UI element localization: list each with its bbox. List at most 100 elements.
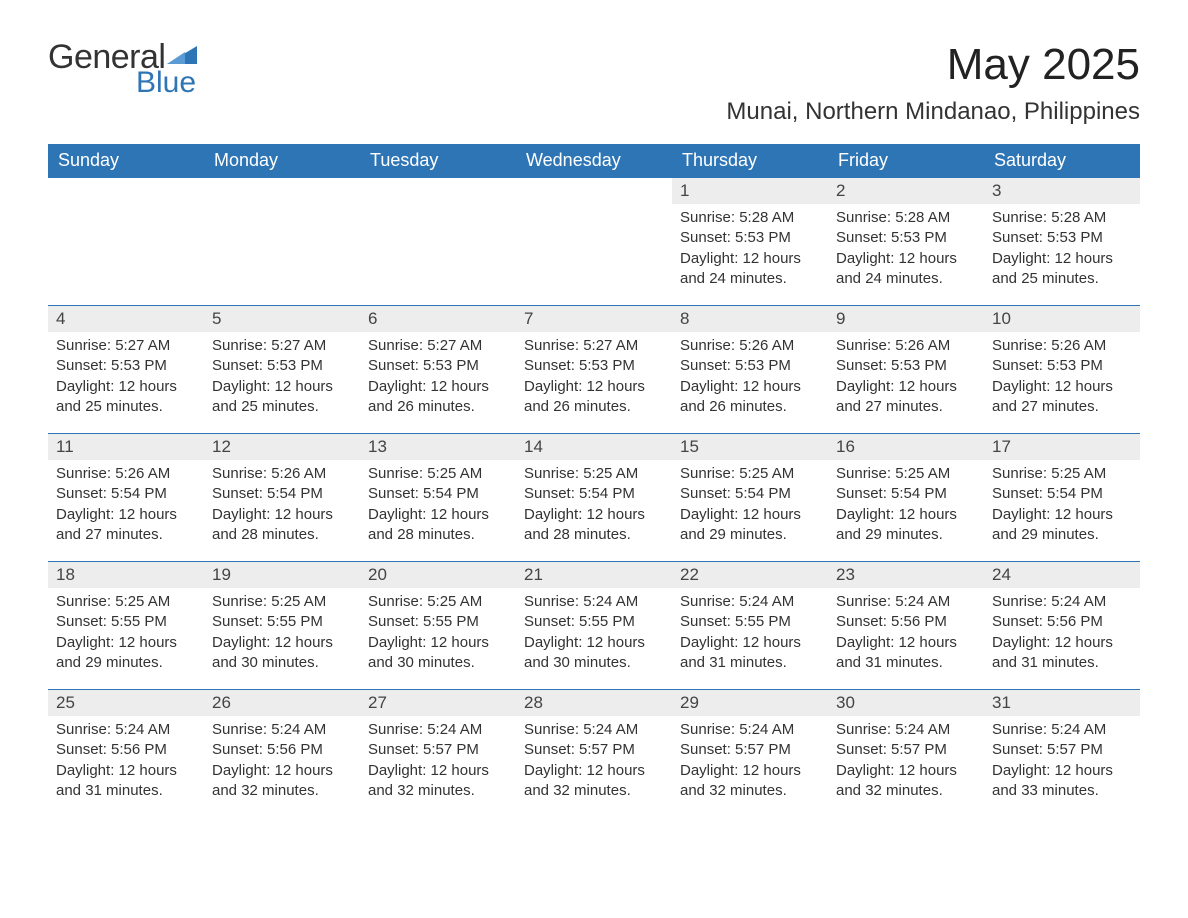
page-header: General Blue May 2025 Munai, Northern Mi… [48,40,1140,126]
daylight-line: Daylight: 12 hours and 26 minutes. [368,377,508,418]
sunset-line: Sunset: 5:53 PM [680,228,820,248]
calendar-cell: 30Sunrise: 5:24 AMSunset: 5:57 PMDayligh… [828,690,984,818]
daylight-line: Daylight: 12 hours and 30 minutes. [368,633,508,674]
sunrise-line: Sunrise: 5:28 AM [836,208,976,228]
day-number: 7 [516,306,672,332]
week-row: 18Sunrise: 5:25 AMSunset: 5:55 PMDayligh… [48,562,1140,690]
calendar-cell: 20Sunrise: 5:25 AMSunset: 5:55 PMDayligh… [360,562,516,690]
week-row: 11Sunrise: 5:26 AMSunset: 5:54 PMDayligh… [48,434,1140,562]
daylight-line: Daylight: 12 hours and 32 minutes. [836,761,976,802]
sunset-line: Sunset: 5:56 PM [992,612,1132,632]
sunset-line: Sunset: 5:55 PM [368,612,508,632]
daylight-line: Daylight: 12 hours and 29 minutes. [56,633,196,674]
day-body: Sunrise: 5:27 AMSunset: 5:53 PMDaylight:… [48,332,204,427]
month-title: May 2025 [726,40,1140,90]
day-body: Sunrise: 5:24 AMSunset: 5:55 PMDaylight:… [516,588,672,683]
sunrise-line: Sunrise: 5:27 AM [212,336,352,356]
day-header-thursday: Thursday [672,144,828,178]
sunrise-line: Sunrise: 5:28 AM [680,208,820,228]
day-body: Sunrise: 5:28 AMSunset: 5:53 PMDaylight:… [672,204,828,299]
calendar-cell: 12Sunrise: 5:26 AMSunset: 5:54 PMDayligh… [204,434,360,562]
daylight-line: Daylight: 12 hours and 28 minutes. [212,505,352,546]
day-header-row: SundayMondayTuesdayWednesdayThursdayFrid… [48,144,1140,178]
sunset-line: Sunset: 5:54 PM [56,484,196,504]
calendar-cell: 22Sunrise: 5:24 AMSunset: 5:55 PMDayligh… [672,562,828,690]
sunrise-line: Sunrise: 5:24 AM [524,720,664,740]
logo-word-blue: Blue [136,68,197,98]
daylight-line: Daylight: 12 hours and 29 minutes. [680,505,820,546]
sunrise-line: Sunrise: 5:27 AM [368,336,508,356]
daylight-line: Daylight: 12 hours and 31 minutes. [680,633,820,674]
sunrise-line: Sunrise: 5:25 AM [368,464,508,484]
day-body: Sunrise: 5:24 AMSunset: 5:57 PMDaylight:… [672,716,828,811]
sunset-line: Sunset: 5:54 PM [524,484,664,504]
sunrise-line: Sunrise: 5:25 AM [836,464,976,484]
day-header-sunday: Sunday [48,144,204,178]
calendar-cell: 17Sunrise: 5:25 AMSunset: 5:54 PMDayligh… [984,434,1140,562]
day-body: Sunrise: 5:25 AMSunset: 5:54 PMDaylight:… [828,460,984,555]
calendar-cell [516,178,672,306]
day-body: Sunrise: 5:24 AMSunset: 5:56 PMDaylight:… [828,588,984,683]
day-body: Sunrise: 5:28 AMSunset: 5:53 PMDaylight:… [984,204,1140,299]
day-number: 31 [984,690,1140,716]
sunset-line: Sunset: 5:57 PM [680,740,820,760]
sunset-line: Sunset: 5:53 PM [212,356,352,376]
daylight-line: Daylight: 12 hours and 28 minutes. [524,505,664,546]
day-body: Sunrise: 5:27 AMSunset: 5:53 PMDaylight:… [360,332,516,427]
day-number: 2 [828,178,984,204]
daylight-line: Daylight: 12 hours and 31 minutes. [56,761,196,802]
sunset-line: Sunset: 5:53 PM [524,356,664,376]
sunset-line: Sunset: 5:55 PM [56,612,196,632]
day-number: 10 [984,306,1140,332]
sunrise-line: Sunrise: 5:28 AM [992,208,1132,228]
daylight-line: Daylight: 12 hours and 26 minutes. [680,377,820,418]
day-number: 20 [360,562,516,588]
day-body: Sunrise: 5:25 AMSunset: 5:54 PMDaylight:… [984,460,1140,555]
sunrise-line: Sunrise: 5:27 AM [524,336,664,356]
sunrise-line: Sunrise: 5:25 AM [212,592,352,612]
day-number: 21 [516,562,672,588]
day-number: 5 [204,306,360,332]
day-body: Sunrise: 5:24 AMSunset: 5:56 PMDaylight:… [48,716,204,811]
sunset-line: Sunset: 5:55 PM [212,612,352,632]
calendar-cell: 19Sunrise: 5:25 AMSunset: 5:55 PMDayligh… [204,562,360,690]
sunrise-line: Sunrise: 5:26 AM [836,336,976,356]
title-block: May 2025 Munai, Northern Mindanao, Phili… [726,40,1140,126]
sunset-line: Sunset: 5:54 PM [212,484,352,504]
calendar-cell: 28Sunrise: 5:24 AMSunset: 5:57 PMDayligh… [516,690,672,818]
daylight-line: Daylight: 12 hours and 24 minutes. [836,249,976,290]
calendar-cell: 31Sunrise: 5:24 AMSunset: 5:57 PMDayligh… [984,690,1140,818]
day-number: 19 [204,562,360,588]
sunrise-line: Sunrise: 5:25 AM [992,464,1132,484]
day-body: Sunrise: 5:28 AMSunset: 5:53 PMDaylight:… [828,204,984,299]
week-row: 1Sunrise: 5:28 AMSunset: 5:53 PMDaylight… [48,178,1140,306]
day-number: 30 [828,690,984,716]
calendar-cell: 7Sunrise: 5:27 AMSunset: 5:53 PMDaylight… [516,306,672,434]
calendar-cell: 26Sunrise: 5:24 AMSunset: 5:56 PMDayligh… [204,690,360,818]
day-body: Sunrise: 5:25 AMSunset: 5:55 PMDaylight:… [360,588,516,683]
daylight-line: Daylight: 12 hours and 28 minutes. [368,505,508,546]
calendar-cell: 25Sunrise: 5:24 AMSunset: 5:56 PMDayligh… [48,690,204,818]
logo-triangle-icon [167,44,197,68]
calendar-cell: 23Sunrise: 5:24 AMSunset: 5:56 PMDayligh… [828,562,984,690]
daylight-line: Daylight: 12 hours and 25 minutes. [212,377,352,418]
daylight-line: Daylight: 12 hours and 27 minutes. [56,505,196,546]
daylight-line: Daylight: 12 hours and 25 minutes. [56,377,196,418]
logo: General Blue [48,40,197,98]
day-body: Sunrise: 5:25 AMSunset: 5:54 PMDaylight:… [672,460,828,555]
calendar-cell: 21Sunrise: 5:24 AMSunset: 5:55 PMDayligh… [516,562,672,690]
day-body: Sunrise: 5:26 AMSunset: 5:53 PMDaylight:… [672,332,828,427]
calendar-cell: 1Sunrise: 5:28 AMSunset: 5:53 PMDaylight… [672,178,828,306]
calendar-cell: 8Sunrise: 5:26 AMSunset: 5:53 PMDaylight… [672,306,828,434]
sunset-line: Sunset: 5:56 PM [56,740,196,760]
day-body: Sunrise: 5:25 AMSunset: 5:55 PMDaylight:… [48,588,204,683]
day-number: 15 [672,434,828,460]
day-header-tuesday: Tuesday [360,144,516,178]
calendar-cell: 4Sunrise: 5:27 AMSunset: 5:53 PMDaylight… [48,306,204,434]
day-number: 17 [984,434,1140,460]
sunrise-line: Sunrise: 5:25 AM [680,464,820,484]
day-number: 27 [360,690,516,716]
location-text: Munai, Northern Mindanao, Philippines [726,98,1140,126]
day-number: 13 [360,434,516,460]
day-number: 12 [204,434,360,460]
